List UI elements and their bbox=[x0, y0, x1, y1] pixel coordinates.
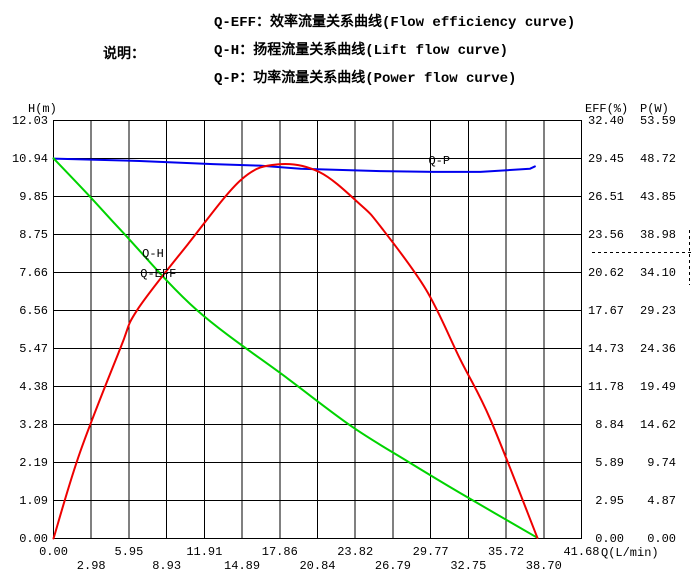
x-axis-unit-flow: Q(L/min) bbox=[601, 546, 659, 560]
tick-label-eff: 23.56 bbox=[588, 228, 625, 242]
rated-point-dashed-marker bbox=[592, 230, 692, 285]
tick-label-q: 26.79 bbox=[374, 559, 411, 573]
tick-label-eff: 5.89 bbox=[595, 456, 624, 470]
tick-label-p: 34.10 bbox=[640, 266, 677, 280]
curve-label-qp: Q-P bbox=[428, 153, 451, 168]
tick-label-eff: 29.45 bbox=[588, 152, 625, 166]
tick-label-p: 19.49 bbox=[640, 380, 677, 394]
tick-label-eff: 11.78 bbox=[588, 380, 625, 394]
tick-label-q: 29.77 bbox=[412, 545, 449, 559]
tick-label-h: 4.38 bbox=[19, 380, 48, 394]
curve-label-qeff: Q-EFF bbox=[140, 267, 177, 282]
y-axis-unit-lift: H(m) bbox=[28, 102, 57, 116]
y-axis-unit-efficiency: EFF(%) bbox=[585, 102, 629, 116]
tick-label-eff: 8.84 bbox=[595, 418, 624, 432]
tick-label-h: 8.75 bbox=[19, 228, 48, 242]
tick-label-q: 41.68 bbox=[563, 545, 600, 559]
y-axis-unit-power: P(W) bbox=[640, 102, 669, 116]
tick-label-eff: 14.73 bbox=[588, 342, 625, 356]
plot-border bbox=[53, 120, 582, 539]
legend-item-qh: Q-H：扬程流量关系曲线(Lift flow curve) bbox=[214, 43, 509, 59]
curve-qh bbox=[52, 157, 539, 539]
tick-label-q: 20.84 bbox=[299, 559, 336, 573]
grid-lines bbox=[53, 120, 582, 539]
tick-label-h: 5.47 bbox=[19, 342, 48, 356]
tick-label-h: 7.66 bbox=[19, 266, 48, 280]
tick-label-h: 3.28 bbox=[19, 418, 48, 432]
tick-label-h: 9.85 bbox=[19, 190, 48, 204]
legend-item-qp: Q-P：功率流量关系曲线(Power flow curve) bbox=[214, 71, 517, 87]
tick-label-h: 12.03 bbox=[11, 114, 48, 128]
tick-label-eff: 26.51 bbox=[588, 190, 625, 204]
tick-label-p: 4.87 bbox=[647, 494, 676, 508]
tick-label-q: 11.91 bbox=[186, 545, 223, 559]
legend-title: 说明： bbox=[103, 47, 145, 63]
curve-label-qh: Q-H bbox=[142, 247, 164, 262]
tick-label-p: 29.23 bbox=[640, 304, 677, 318]
tick-label-eff: 20.62 bbox=[588, 266, 625, 280]
tick-label-q: 35.72 bbox=[488, 545, 525, 559]
tick-label-h: 2.19 bbox=[19, 456, 48, 470]
tick-label-h: 10.94 bbox=[11, 152, 48, 166]
tick-label-q: 14.89 bbox=[224, 559, 261, 573]
tick-label-eff: 32.40 bbox=[588, 114, 625, 128]
tick-label-h: 0.00 bbox=[19, 532, 48, 546]
curve-qp bbox=[52, 157, 536, 173]
tick-label-q: 32.75 bbox=[450, 559, 487, 573]
tick-label-eff: 0.00 bbox=[595, 532, 624, 546]
tick-label-q: 17.86 bbox=[261, 545, 298, 559]
tick-label-p: 48.72 bbox=[640, 152, 677, 166]
tick-label-p: 24.36 bbox=[640, 342, 677, 356]
tick-label-q: 2.98 bbox=[76, 559, 106, 573]
tick-label-eff: 2.95 bbox=[595, 494, 624, 508]
tick-label-h: 6.56 bbox=[19, 304, 48, 318]
tick-label-h: 1.09 bbox=[19, 494, 48, 508]
tick-label-eff: 17.67 bbox=[588, 304, 625, 318]
tick-label-p: 38.98 bbox=[640, 228, 677, 242]
legend-item-qeff: Q-EFF：效率流量关系曲线(Flow efficiency curve) bbox=[214, 15, 576, 31]
tick-label-q: 0.00 bbox=[39, 545, 68, 559]
tick-label-p: 0.00 bbox=[647, 532, 676, 546]
tick-label-p: 9.74 bbox=[647, 456, 676, 470]
tick-label-p: 14.62 bbox=[640, 418, 677, 432]
tick-label-q: 23.82 bbox=[337, 545, 374, 559]
tick-label-p: 43.85 bbox=[640, 190, 677, 204]
curve-qeff bbox=[52, 163, 539, 540]
tick-label-q: 5.95 bbox=[114, 545, 144, 559]
tick-label-q: 8.93 bbox=[152, 559, 182, 573]
tick-label-p: 53.59 bbox=[640, 114, 677, 128]
tick-label-q: 38.70 bbox=[525, 559, 562, 573]
